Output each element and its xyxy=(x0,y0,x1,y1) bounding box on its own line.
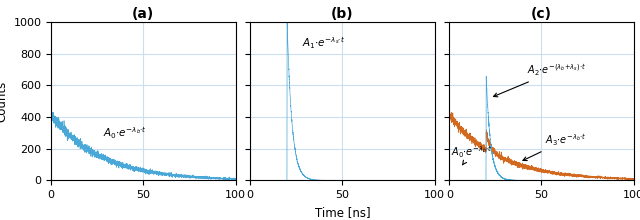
Title: (b): (b) xyxy=(331,7,354,21)
Text: $A_1{\cdot}e^{-\lambda_s{\cdot}t}$: $A_1{\cdot}e^{-\lambda_s{\cdot}t}$ xyxy=(302,36,345,51)
Text: $A_2{\cdot}e^{-(\lambda_b{+}\lambda_s){\cdot}t}$: $A_2{\cdot}e^{-(\lambda_b{+}\lambda_s){\… xyxy=(493,62,586,97)
Text: $A_0{\cdot}e^{-\lambda_b{\cdot}t}$: $A_0{\cdot}e^{-\lambda_b{\cdot}t}$ xyxy=(451,144,493,165)
Y-axis label: Counts: Counts xyxy=(0,81,8,122)
Text: $A_0{\cdot}e^{-\lambda_b{\cdot}t}$: $A_0{\cdot}e^{-\lambda_b{\cdot}t}$ xyxy=(103,125,147,141)
X-axis label: Time [ns]: Time [ns] xyxy=(315,206,370,219)
Title: (a): (a) xyxy=(132,7,154,21)
Title: (c): (c) xyxy=(531,7,552,21)
Text: $A_3{\cdot}e^{-\lambda_b{\cdot}t}$: $A_3{\cdot}e^{-\lambda_b{\cdot}t}$ xyxy=(523,132,587,161)
